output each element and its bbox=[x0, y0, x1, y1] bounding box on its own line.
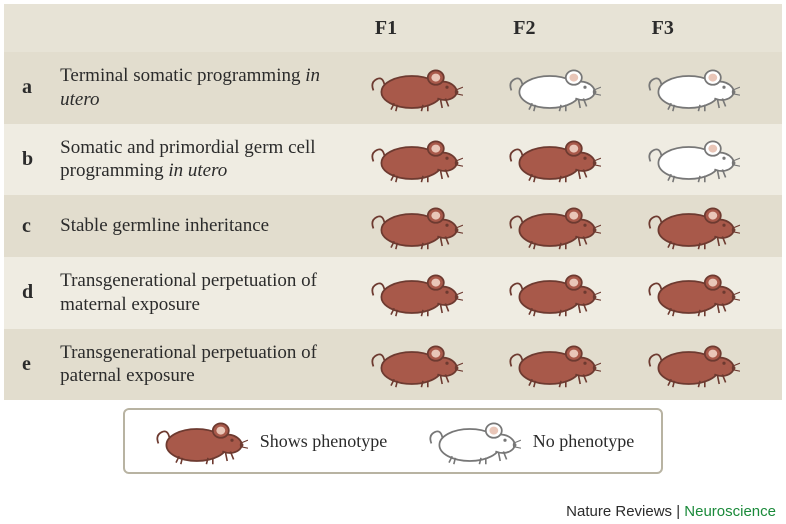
mouse-icon bbox=[367, 268, 505, 318]
mouse-cell-f1 bbox=[367, 329, 505, 401]
legend-no-phenotype: No phenotype bbox=[425, 416, 634, 466]
mouse-icon bbox=[505, 201, 643, 251]
row-desc-plain: Stable germline inheritance bbox=[60, 215, 269, 236]
table-row: cStable germline inheritance bbox=[4, 195, 782, 257]
mouse-cell-f3 bbox=[644, 257, 782, 329]
credit-line: Nature Reviews | Neuroscience bbox=[566, 503, 776, 520]
mouse-icon bbox=[644, 201, 782, 251]
inheritance-table: F1 F2 F3 aTerminal somatic programming i… bbox=[4, 4, 782, 400]
row-description: Stable germline inheritance bbox=[60, 195, 367, 257]
mouse-icon bbox=[505, 134, 643, 184]
mouse-icon bbox=[644, 134, 782, 184]
mouse-cell-f3 bbox=[644, 124, 782, 196]
mouse-cell-f1 bbox=[367, 195, 505, 257]
row-desc-plain: Transgenerational perpetuation of matern… bbox=[60, 270, 317, 315]
credit-journal: Nature Reviews bbox=[566, 503, 672, 520]
header-row: F1 F2 F3 bbox=[4, 4, 782, 52]
row-desc-italic: in utero bbox=[168, 160, 227, 181]
row-description: Transgenerational perpetuation of matern… bbox=[60, 257, 367, 329]
header-blank-1 bbox=[4, 4, 60, 52]
table-row: aTerminal somatic programming in utero bbox=[4, 52, 782, 124]
mouse-cell-f1 bbox=[367, 52, 505, 124]
mouse-cell-f2 bbox=[505, 329, 643, 401]
mouse-cell-f2 bbox=[505, 257, 643, 329]
row-label: d bbox=[4, 257, 60, 329]
mouse-cell-f2 bbox=[505, 124, 643, 196]
mouse-icon bbox=[367, 201, 505, 251]
row-desc-plain: Transgenerational perpetuation of patern… bbox=[60, 342, 317, 387]
mouse-icon bbox=[644, 63, 782, 113]
legend-no-label: No phenotype bbox=[533, 431, 634, 452]
table-row: bSomatic and primordial germ cell progra… bbox=[4, 124, 782, 196]
mouse-cell-f3 bbox=[644, 52, 782, 124]
mouse-icon bbox=[425, 416, 521, 466]
credit-topic: Neuroscience bbox=[684, 503, 776, 520]
mouse-cell-f1 bbox=[367, 257, 505, 329]
table-row: dTransgenerational perpetuation of mater… bbox=[4, 257, 782, 329]
mouse-icon bbox=[644, 339, 782, 389]
mouse-icon bbox=[644, 268, 782, 318]
credit-separator: | bbox=[672, 503, 684, 520]
table-body: aTerminal somatic programming in utero bbox=[4, 52, 782, 400]
mouse-icon bbox=[505, 339, 643, 389]
row-desc-plain: Terminal somatic programming bbox=[60, 65, 305, 86]
header-blank-2 bbox=[60, 4, 367, 52]
mouse-icon bbox=[367, 339, 505, 389]
mouse-cell-f2 bbox=[505, 52, 643, 124]
mouse-icon bbox=[367, 134, 505, 184]
mouse-cell-f2 bbox=[505, 195, 643, 257]
header-f3: F3 bbox=[644, 4, 782, 52]
table-row: eTransgenerational perpetuation of pater… bbox=[4, 329, 782, 401]
row-label: e bbox=[4, 329, 60, 401]
mouse-cell-f3 bbox=[644, 329, 782, 401]
mouse-cell-f3 bbox=[644, 195, 782, 257]
mouse-icon bbox=[367, 63, 505, 113]
legend-shows-label: Shows phenotype bbox=[260, 431, 388, 452]
legend: Shows phenotype No phenotype bbox=[123, 408, 663, 474]
row-label: b bbox=[4, 124, 60, 196]
legend-shows-phenotype: Shows phenotype bbox=[152, 416, 388, 466]
row-description: Somatic and primordial germ cell program… bbox=[60, 124, 367, 196]
row-description: Transgenerational perpetuation of patern… bbox=[60, 329, 367, 401]
mouse-icon bbox=[505, 63, 643, 113]
row-description: Terminal somatic programming in utero bbox=[60, 52, 367, 124]
header-f1: F1 bbox=[367, 4, 505, 52]
row-label: a bbox=[4, 52, 60, 124]
mouse-cell-f1 bbox=[367, 124, 505, 196]
mouse-icon bbox=[505, 268, 643, 318]
row-label: c bbox=[4, 195, 60, 257]
header-f2: F2 bbox=[505, 4, 643, 52]
mouse-icon bbox=[152, 416, 248, 466]
